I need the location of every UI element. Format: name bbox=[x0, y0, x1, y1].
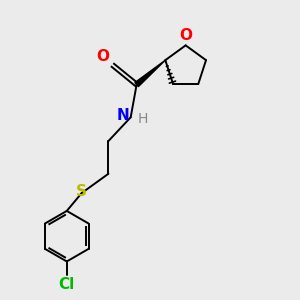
Text: Cl: Cl bbox=[59, 277, 75, 292]
Text: S: S bbox=[76, 184, 87, 199]
Polygon shape bbox=[135, 60, 165, 87]
Text: O: O bbox=[96, 49, 109, 64]
Text: N: N bbox=[116, 108, 129, 123]
Text: H: H bbox=[137, 112, 148, 126]
Text: O: O bbox=[179, 28, 192, 43]
